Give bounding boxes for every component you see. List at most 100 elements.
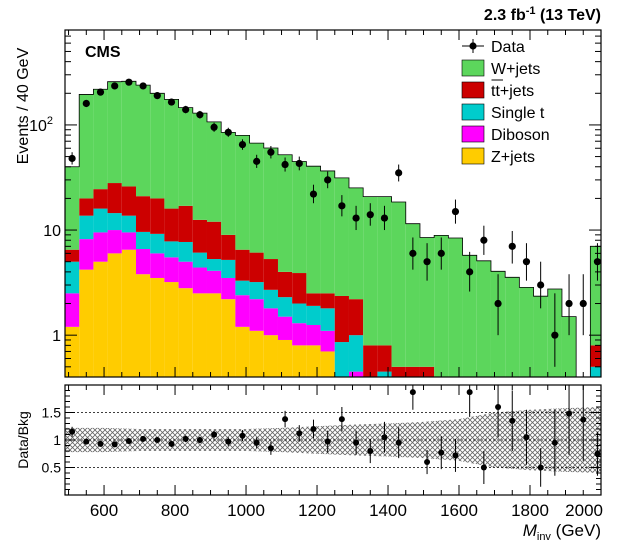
- bar-z-jets: [135, 274, 151, 377]
- bar-z-jets: [178, 288, 193, 377]
- bar-diboson: [121, 232, 136, 250]
- bar-diboson: [79, 239, 94, 270]
- ratio-point: [239, 432, 246, 439]
- data-point: [96, 88, 105, 96]
- bar-diboson: [277, 316, 293, 340]
- x-tick-label: 1200: [298, 501, 336, 520]
- main-y-axis-label: Events / 40 GeV: [15, 47, 32, 164]
- bar-w-jets: [533, 296, 548, 377]
- bar-w-jets: [334, 177, 349, 296]
- legend-swatch: [461, 103, 485, 121]
- ratio-point: [381, 434, 388, 441]
- bar-w-jets: [505, 277, 520, 377]
- bar-single-t: [221, 259, 236, 278]
- data-point: [423, 258, 431, 266]
- bar-w-jets: [277, 154, 293, 272]
- bar-z-jets: [206, 293, 222, 377]
- bar-w-jets: [476, 260, 491, 377]
- data-point: [253, 157, 261, 165]
- bar-tt-jets: [434, 377, 448, 422]
- main-y-axis: 1 10 102: [29, 29, 602, 378]
- bar-w-jets: [93, 89, 108, 190]
- bar-tt-jets: [93, 189, 108, 209]
- bar-tt-jets: [249, 252, 264, 283]
- data-point: [196, 111, 204, 119]
- bar-z-jets: [107, 253, 122, 377]
- legend-label: Z+jets: [491, 149, 535, 166]
- main-y-tick-label: 102: [29, 115, 53, 135]
- bar-tt-jets: [121, 186, 136, 216]
- bar-tt-jets: [235, 249, 250, 281]
- data-point: [210, 123, 218, 131]
- bar-diboson: [320, 330, 335, 352]
- ratio-point: [523, 434, 530, 441]
- ratio-point: [424, 459, 431, 465]
- bar-single-t: [135, 231, 151, 250]
- data-point: [395, 169, 403, 177]
- bar-diboson: [65, 293, 80, 327]
- bar-tt-jets: [306, 293, 321, 306]
- ratio-point: [69, 428, 76, 435]
- data-point: [82, 99, 90, 108]
- ratio-point: [296, 430, 303, 437]
- legend-label: Diboson: [491, 127, 550, 144]
- data-point: [125, 78, 133, 86]
- x-tick-label: 1000: [227, 501, 265, 520]
- bar-tt-jets: [277, 271, 293, 298]
- bar-diboson: [306, 324, 321, 346]
- bar-diboson: [206, 270, 222, 294]
- bar-w-jets: [519, 287, 534, 377]
- bar-single-t: [192, 252, 207, 268]
- data-point: [537, 281, 545, 289]
- bar-tt-jets: [221, 234, 236, 260]
- bar-w-jets: [363, 196, 378, 346]
- ratio-point: [125, 438, 132, 445]
- bar-w-jets: [419, 237, 435, 367]
- bar-single-t: [377, 371, 392, 377]
- bar-tt-jets: [150, 198, 165, 234]
- data-point: [451, 207, 460, 216]
- ratio-point: [353, 439, 360, 446]
- data-point: [522, 258, 531, 266]
- bar-diboson: [135, 249, 151, 275]
- bar-single-t: [348, 335, 364, 372]
- bar-single-t: [107, 213, 122, 231]
- data-point: [409, 249, 417, 257]
- bar-tt-jets: [164, 208, 179, 242]
- bar-tt-jets: [107, 183, 122, 214]
- ratio-y-tick-label: 0.5: [42, 460, 62, 476]
- bar-diboson: [150, 253, 165, 278]
- ratio-y-axis-label: Data/Bkg: [15, 411, 31, 469]
- bar-single-t: [292, 303, 307, 324]
- data-point: [338, 202, 346, 210]
- data-points: [68, 78, 601, 367]
- x-tick-label: 1600: [440, 501, 478, 520]
- bar-w-jets: [391, 201, 406, 367]
- bar-single-t: [150, 233, 165, 254]
- bar-w-jets: [377, 196, 392, 346]
- bar-diboson: [235, 295, 250, 327]
- data-point: [68, 154, 76, 163]
- bar-tt-jets: [178, 205, 193, 242]
- bar-tt-jets: [391, 366, 406, 377]
- data-point: [579, 299, 587, 308]
- legend-label: tt+jets: [491, 83, 534, 100]
- bar-diboson: [348, 371, 364, 377]
- ratio-point: [409, 389, 416, 396]
- bar-tt-jets: [590, 345, 601, 367]
- bar-diboson: [93, 232, 108, 262]
- ratio-point: [466, 389, 473, 396]
- x-tick-label: 600: [90, 501, 118, 520]
- data-point: [153, 92, 161, 100]
- bar-single-t: [277, 297, 293, 317]
- legend-swatch: [461, 147, 485, 165]
- data-point: [238, 140, 247, 149]
- data-point: [281, 160, 289, 169]
- ratio-y-tick-label: 1: [53, 432, 61, 448]
- bar-z-jets: [292, 345, 307, 377]
- bar-w-jets: [65, 166, 80, 250]
- bar-tt-jets: [192, 219, 207, 253]
- data-point: [565, 299, 573, 308]
- bar-single-t: [79, 215, 94, 240]
